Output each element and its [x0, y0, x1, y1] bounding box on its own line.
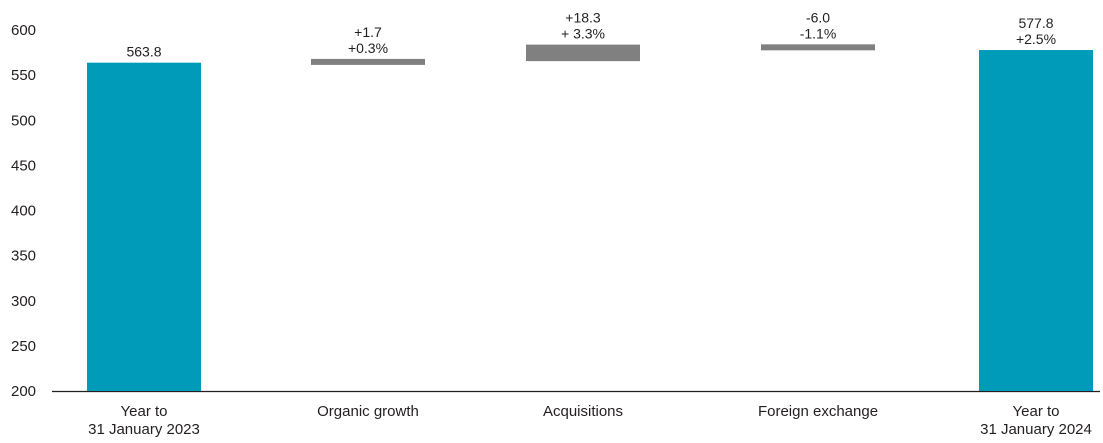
- y-tick-label: 550: [11, 67, 36, 84]
- total-bar: [979, 50, 1093, 392]
- data-label: +1.7: [354, 24, 382, 40]
- data-label: +2.5%: [1016, 31, 1056, 47]
- total-bar: [87, 62, 201, 391]
- data-label: +18.3: [565, 10, 601, 26]
- y-tick-label: 600: [11, 22, 36, 39]
- y-tick-label: 350: [11, 248, 36, 265]
- category-label: Acquisitions: [543, 403, 623, 420]
- y-tick-label: 200: [11, 383, 36, 400]
- y-tick-label: 500: [11, 112, 36, 129]
- data-label: + 3.3%: [561, 26, 605, 42]
- y-tick-label: 450: [11, 157, 36, 174]
- category-label: Year to: [121, 403, 168, 420]
- category-label: Organic growth: [317, 403, 419, 420]
- data-label: +0.3%: [348, 40, 388, 56]
- change-bar: [526, 44, 640, 62]
- data-label: -6.0: [806, 9, 830, 25]
- data-label: 577.8: [1018, 15, 1053, 31]
- category-label: Year to: [1013, 403, 1060, 420]
- category-label: Foreign exchange: [758, 403, 878, 420]
- data-label: -1.1%: [800, 25, 837, 41]
- category-label: 31 January 2023: [88, 421, 200, 438]
- y-tick-label: 300: [11, 293, 36, 310]
- category-label: 31 January 2024: [980, 421, 1092, 438]
- y-tick-label: 400: [11, 203, 36, 220]
- data-label: 563.8: [126, 44, 161, 60]
- change-bar: [761, 44, 875, 51]
- y-tick-label: 250: [11, 338, 36, 355]
- change-bar: [311, 58, 425, 65]
